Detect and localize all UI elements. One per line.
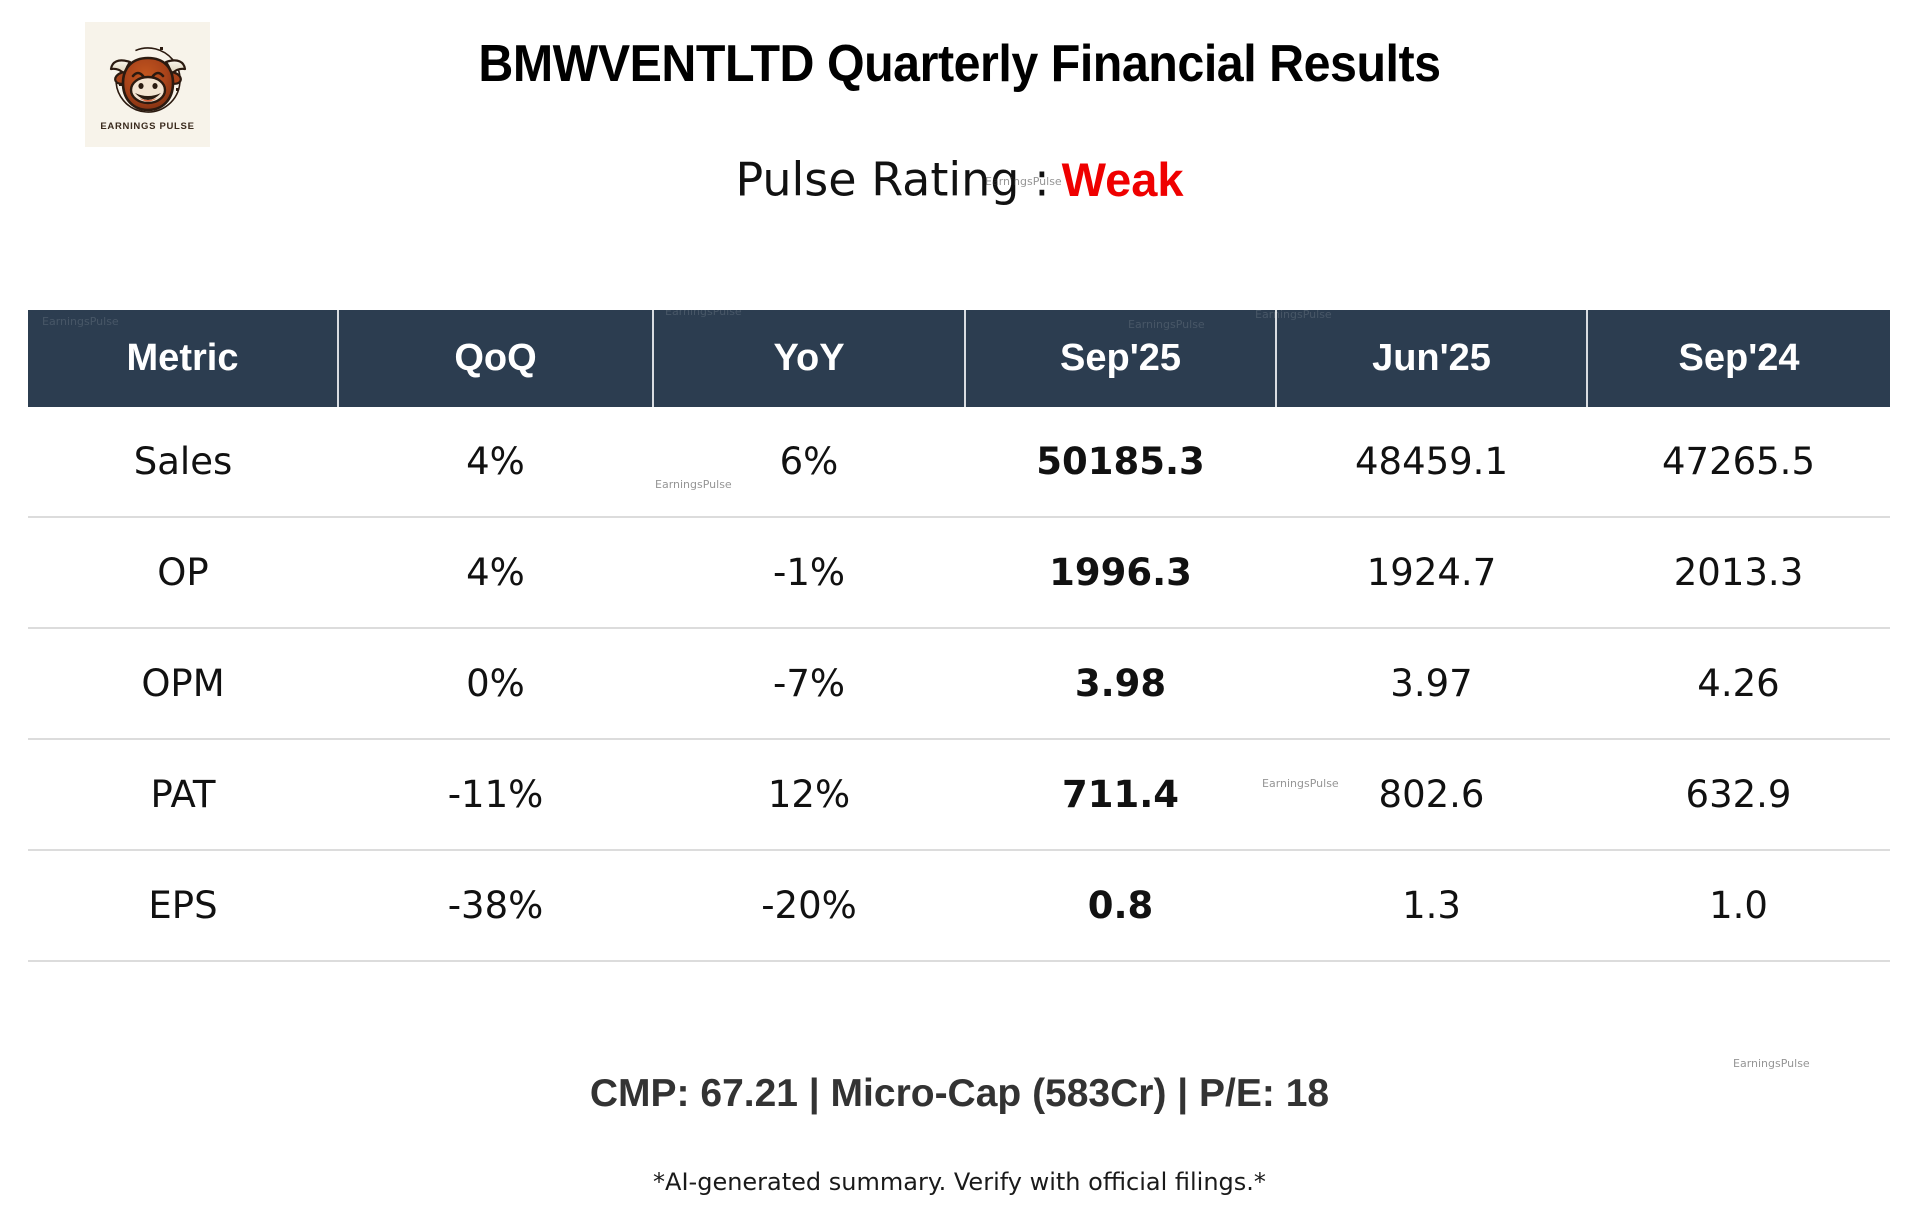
table-row: Sales 4% 6% 50185.3 48459.1 47265.5 [28, 407, 1890, 518]
pulse-rating-label: Pulse Rating : [735, 152, 1050, 207]
row-metric-label: EPS [28, 850, 338, 962]
financial-results-table: Metric QoQ YoY Sep'25 Jun'25 Sep'24 Sale… [28, 310, 1890, 962]
row-prev-year-value: 632.9 [1587, 739, 1890, 851]
row-prev-quarter-value: 3.97 [1276, 628, 1587, 740]
table-row: OPM 0% -7% 3.98 3.97 4.26 [28, 628, 1890, 740]
disclaimer-text: *AI-generated summary. Verify with offic… [653, 1168, 1266, 1196]
row-metric-label: OP [28, 517, 338, 629]
table-header-row: Metric QoQ YoY Sep'25 Jun'25 Sep'24 [28, 310, 1890, 407]
row-prev-year-value: 1.0 [1587, 850, 1890, 962]
row-current-value: 0.8 [965, 850, 1276, 962]
row-prev-quarter-value: 802.6 [1276, 739, 1587, 851]
row-metric-label: Sales [28, 407, 338, 518]
page-title: BMWVENTLTD Quarterly Financial Results [478, 35, 1441, 93]
row-current-value: 711.4 [965, 739, 1276, 851]
row-qoq-value: 4% [338, 407, 653, 518]
pulse-rating-value: Weak [1061, 153, 1184, 206]
table-row: OP 4% -1% 1996.3 1924.7 2013.3 [28, 517, 1890, 629]
column-header-jun25: Jun'25 [1276, 310, 1588, 407]
row-qoq-value: -11% [338, 739, 653, 851]
row-prev-year-value: 47265.5 [1587, 407, 1890, 518]
column-header-sep25: Sep'25 [965, 310, 1277, 407]
row-qoq-value: 4% [338, 517, 653, 629]
row-metric-label: PAT [28, 739, 338, 851]
row-current-value: 50185.3 [965, 407, 1276, 518]
row-prev-quarter-value: 48459.1 [1276, 407, 1587, 518]
cmp-summary-line: CMP: 67.21 | Micro-Cap (583Cr) | P/E: 18 [589, 1072, 1330, 1115]
brand-logo: EARNINGS PULSE [85, 22, 210, 147]
table-row: EPS -38% -20% 0.8 1.3 1.0 [28, 850, 1890, 962]
column-header-qoq: QoQ [338, 310, 654, 407]
row-prev-year-value: 2013.3 [1587, 517, 1890, 629]
row-current-value: 3.98 [965, 628, 1276, 740]
column-header-metric: Metric [28, 310, 339, 407]
brand-logo-text: EARNINGS PULSE [100, 120, 195, 132]
row-metric-label: OPM [28, 628, 338, 740]
row-prev-quarter-value: 1924.7 [1276, 517, 1587, 629]
column-header-yoy: YoY [653, 310, 966, 407]
row-yoy-value: -7% [653, 628, 965, 740]
pulse-rating: Pulse Rating : Weak [0, 152, 1919, 207]
row-prev-year-value: 4.26 [1587, 628, 1890, 740]
row-current-value: 1996.3 [965, 517, 1276, 629]
column-header-sep24: Sep'24 [1587, 310, 1890, 407]
row-qoq-value: 0% [338, 628, 653, 740]
row-yoy-value: -1% [653, 517, 965, 629]
row-qoq-value: -38% [338, 850, 653, 962]
bull-head-icon [109, 46, 186, 113]
table-row: PAT -11% 12% 711.4 802.6 632.9 [28, 739, 1890, 851]
row-yoy-value: 6% [653, 407, 965, 518]
row-yoy-value: -20% [653, 850, 965, 962]
row-yoy-value: 12% [653, 739, 965, 851]
row-prev-quarter-value: 1.3 [1276, 850, 1587, 962]
watermark: EarningsPulse [1733, 1057, 1810, 1070]
